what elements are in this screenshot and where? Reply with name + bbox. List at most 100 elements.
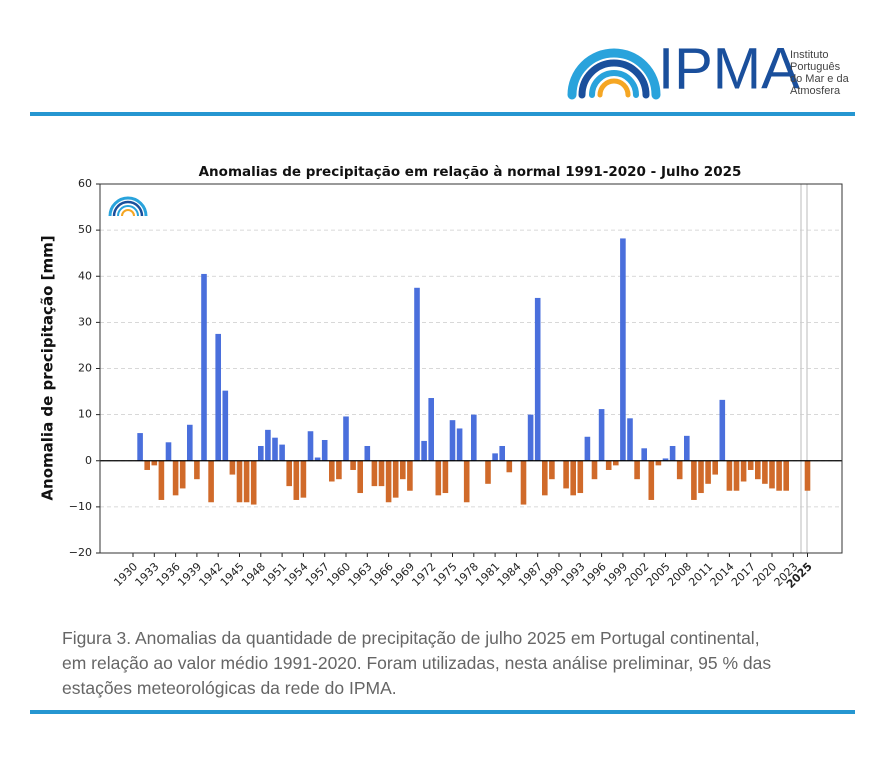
bar — [591, 460, 598, 480]
logo-subtitle: Português — [790, 61, 841, 73]
bar — [272, 437, 278, 461]
bar — [343, 416, 349, 461]
bar — [520, 460, 527, 505]
bar — [314, 457, 321, 461]
bar — [194, 460, 200, 480]
y-axis-label: Anomalia de precipitação [mm] — [39, 235, 57, 500]
bar — [662, 458, 669, 461]
bar — [364, 445, 371, 461]
x-tick-label: 1966 — [367, 560, 396, 589]
x-tick-label: 1942 — [196, 560, 225, 589]
caption-line: Figura 3. Anomalias da quantidade de pre… — [62, 628, 760, 648]
bar — [471, 414, 477, 461]
bar — [684, 435, 690, 461]
bar — [286, 460, 292, 487]
bar — [165, 442, 172, 461]
x-tick-label: 1936 — [154, 560, 183, 589]
bar — [669, 445, 676, 461]
bar — [321, 439, 328, 461]
plot-frame — [99, 183, 843, 554]
bar — [407, 460, 413, 491]
bar — [414, 287, 420, 461]
bar — [428, 398, 434, 461]
bar — [492, 453, 498, 461]
bar — [378, 460, 385, 487]
y-tick-label: 20 — [78, 362, 92, 375]
y-tick-label: −20 — [69, 546, 92, 559]
bar — [243, 460, 250, 503]
bar — [627, 418, 633, 461]
bar — [733, 460, 740, 491]
divider — [30, 710, 855, 714]
bar — [236, 460, 243, 503]
bar — [499, 445, 505, 461]
bar — [534, 297, 541, 461]
y-tick-label: −10 — [69, 500, 92, 513]
bar — [605, 460, 612, 470]
bar — [329, 460, 335, 482]
bar — [620, 238, 626, 461]
bar — [549, 460, 555, 480]
bar — [691, 460, 697, 500]
logo-text: IPMA — [658, 36, 800, 101]
x-tick-label: 2014 — [708, 560, 737, 589]
bar — [769, 460, 775, 489]
x-tick-label: 2008 — [665, 560, 694, 589]
caption: Figura 3. Anomalias da quantidade de pre… — [62, 626, 842, 701]
logo-subtitle: do Mar e da — [790, 73, 850, 85]
bar — [421, 440, 427, 461]
caption-line: em relação ao valor médio 1991-2020. For… — [62, 653, 772, 673]
bar — [172, 460, 179, 496]
y-tick-label: 60 — [78, 177, 92, 190]
bar — [179, 460, 186, 489]
bar — [577, 460, 584, 494]
bar — [258, 445, 264, 461]
x-tick-label: 1930 — [111, 560, 140, 589]
x-tick-label: 2002 — [622, 560, 651, 589]
x-tick-label: 1984 — [495, 560, 524, 589]
bar — [187, 424, 193, 461]
divider — [30, 112, 855, 116]
bar — [755, 460, 761, 480]
bar — [350, 460, 356, 470]
bar — [584, 436, 591, 461]
bar — [357, 460, 363, 494]
x-tick-label: 1948 — [239, 560, 268, 589]
x-tick-label: 1954 — [282, 560, 311, 589]
bar — [293, 460, 300, 500]
bar — [392, 460, 399, 498]
x-tick-label: 1978 — [452, 560, 481, 589]
x-tick-label: 1996 — [580, 560, 609, 589]
bar — [570, 460, 576, 496]
x-tick-label: 2011 — [686, 560, 715, 589]
bar — [719, 399, 726, 461]
x-tick-label: 1933 — [133, 560, 162, 589]
x-tick-label: 1999 — [601, 560, 630, 589]
bar — [300, 460, 307, 498]
bar — [762, 460, 768, 484]
bar — [804, 460, 811, 491]
bar — [336, 460, 342, 480]
x-tick-label: 1963 — [346, 560, 375, 589]
x-tick-label: 1981 — [473, 560, 502, 589]
bar — [449, 420, 456, 461]
bar — [648, 460, 655, 500]
bar — [265, 429, 271, 461]
chart-title: Anomalias de precipitação em relação à n… — [199, 164, 742, 180]
caption-line: estações meteorológicas da rede do IPMA. — [62, 678, 397, 698]
x-tick-label: 1990 — [537, 560, 566, 589]
bar — [279, 444, 285, 461]
bar — [542, 460, 548, 496]
y-tick-label: 40 — [78, 269, 92, 282]
bar — [456, 428, 463, 461]
chart-logo — [108, 196, 148, 217]
bar — [634, 460, 640, 480]
bar — [400, 460, 406, 480]
bar — [201, 273, 207, 461]
bar — [229, 460, 236, 475]
x-tick-label: 2020 — [750, 560, 779, 589]
bar — [385, 460, 392, 503]
bar — [598, 409, 605, 461]
y-tick-label: 0 — [85, 454, 92, 467]
